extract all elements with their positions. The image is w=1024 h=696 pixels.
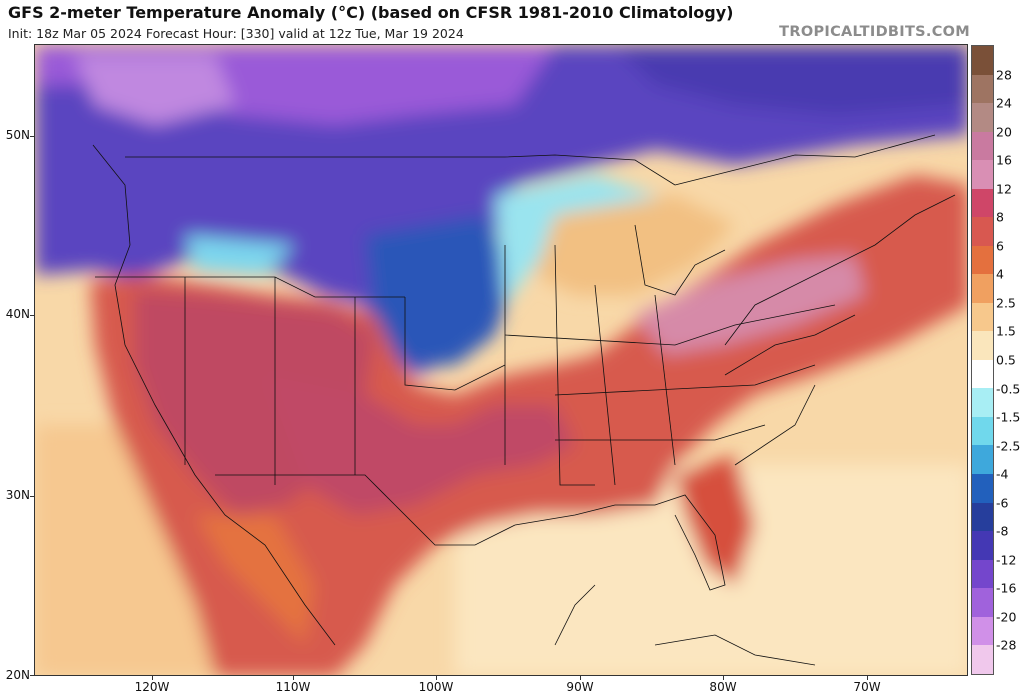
colorbar-segment <box>972 445 993 474</box>
colorbar-segment <box>972 359 993 389</box>
colorbar-tick-label: 8 <box>996 209 1004 225</box>
lon-label-80w: 80W <box>709 680 737 694</box>
colorbar-segment <box>972 274 993 303</box>
page-title: GFS 2-meter Temperature Anomaly (°C) (ba… <box>8 3 734 22</box>
colorbar-segment <box>972 588 993 617</box>
colorbar-tick-label: -16 <box>996 580 1017 596</box>
colorbar-tick-label: -2.5 <box>996 438 1021 454</box>
colorbar-segment <box>972 616 993 646</box>
lon-tick <box>436 676 437 680</box>
lon-tick <box>152 676 153 680</box>
lon-tick <box>723 676 724 680</box>
lat-tick <box>30 675 34 676</box>
colorbar-tick-label: 1.5 <box>996 323 1016 339</box>
temperature-anomaly-map <box>34 44 968 676</box>
colorbar-segment <box>972 188 993 218</box>
colorbar-segment <box>972 331 993 360</box>
colorbar-tick-label: 20 <box>996 124 1012 140</box>
colorbar-segment <box>972 531 993 560</box>
colorbar-tick-label: 24 <box>996 95 1012 111</box>
lat-label-50n: 50N <box>5 128 30 142</box>
colorbar-tick-label: 6 <box>996 238 1004 254</box>
colorbar-tick-label: -20 <box>996 609 1017 625</box>
north-america-map-icon <box>35 45 967 675</box>
colorbar-segment <box>972 131 993 161</box>
lat-label-40n: 40N <box>5 307 30 321</box>
colorbar-tick-label: -8 <box>996 523 1009 539</box>
colorbar-segment <box>972 388 993 417</box>
lat-tick <box>30 136 34 137</box>
lat-label-20n: 20N <box>5 668 30 682</box>
colorbar-legend <box>971 45 994 675</box>
colorbar-tick-label: -12 <box>996 552 1017 568</box>
lon-tick <box>867 676 868 680</box>
colorbar-tick-label: -4 <box>996 466 1009 482</box>
lon-label-100w: 100W <box>418 680 454 694</box>
colorbar-segment <box>972 645 993 674</box>
colorbar-segment <box>972 103 993 132</box>
forecast-run-info: Init: 18z Mar 05 2024 Forecast Hour: [33… <box>8 26 464 41</box>
colorbar-segment <box>972 502 993 532</box>
colorbar-tick-label: 4 <box>996 266 1004 282</box>
colorbar-tick-label: -1.5 <box>996 409 1021 425</box>
colorbar-tick-label: 2.5 <box>996 295 1016 311</box>
colorbar-tick-label: -6 <box>996 495 1009 511</box>
colorbar-segment <box>972 559 993 589</box>
lon-label-90w: 90W <box>566 680 594 694</box>
colorbar-segment <box>972 302 993 332</box>
colorbar-segment <box>972 160 993 189</box>
colorbar-tick-label: 16 <box>996 152 1012 168</box>
state-boundary-lines <box>92 134 956 666</box>
colorbar-tick-label: -0.5 <box>996 381 1021 397</box>
colorbar-segment <box>972 245 993 275</box>
colorbar-tick-label: 28 <box>996 67 1012 83</box>
colorbar-segment <box>972 217 993 246</box>
lon-label-120w: 120W <box>134 680 170 694</box>
lat-label-30n: 30N <box>5 488 30 502</box>
lat-tick <box>30 496 34 497</box>
colorbar-tick-label: -28 <box>996 637 1017 653</box>
lon-label-70w: 70W <box>853 680 881 694</box>
colorbar-segment <box>972 473 993 503</box>
brand-watermark: TROPICALTIDBITS.COM <box>779 24 970 40</box>
lon-tick <box>293 676 294 680</box>
colorbar-segment <box>972 46 993 75</box>
lon-label-110w: 110W <box>275 680 311 694</box>
colorbar-segment <box>972 416 993 446</box>
colorbar-segment <box>972 74 993 104</box>
colorbar-tick-label: 12 <box>996 181 1012 197</box>
lat-tick <box>30 315 34 316</box>
lon-tick <box>580 676 581 680</box>
colorbar-tick-label: 0.5 <box>996 352 1016 368</box>
